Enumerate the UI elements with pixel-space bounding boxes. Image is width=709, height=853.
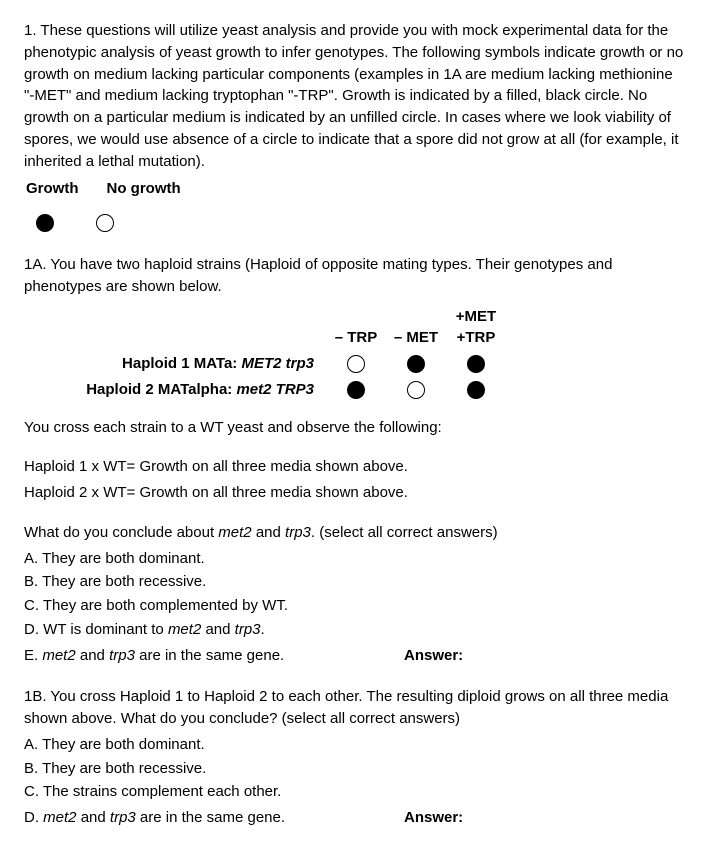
h1-label-ital: MET2 trp3 <box>241 355 314 372</box>
legend-growth-label: Growth <box>26 178 79 200</box>
empty-circle-icon <box>347 355 365 373</box>
growth-legend: Growth No growth <box>26 178 685 200</box>
choice-b: B. They are both recessive. <box>24 571 685 593</box>
phenotype-table: +MET – TRP – MET +TRP Haploid 1 MATa: ME… <box>24 306 685 401</box>
d-i2: trp3 <box>110 809 136 826</box>
cross-text: You cross each strain to a WT yeast and … <box>24 417 685 439</box>
col-trp: – TRP <box>326 327 386 349</box>
d-i2: trp3 <box>235 621 261 638</box>
conclude-post: . (select all correct answers) <box>311 524 498 541</box>
col-mettrp: +TRP <box>446 327 506 349</box>
legend-nogrowth-label: No growth <box>107 178 181 200</box>
filled-circle-icon <box>347 381 365 399</box>
empty-circle-icon <box>407 381 425 399</box>
empty-circle-icon <box>96 214 114 232</box>
conclude-i2: trp3 <box>285 524 311 541</box>
conclude-i1: met2 <box>218 524 251 541</box>
e-mid: and <box>76 647 109 664</box>
d-post: . <box>261 621 265 638</box>
h1-label-plain: Haploid 1 MATa: <box>122 355 241 372</box>
d-pre: D. WT is dominant to <box>24 621 168 638</box>
choice-e: E. met2 and trp3 are in the same gene. <box>24 645 404 667</box>
answer-label-1a: Answer: <box>404 645 463 667</box>
h2wt-text: Haploid 2 x WT= Growth on all three medi… <box>24 482 685 504</box>
haploid1-row: Haploid 1 MATa: MET2 trp3 <box>24 353 685 375</box>
d-i1: met2 <box>168 621 201 638</box>
choice-b: B. They are both recessive. <box>24 758 685 780</box>
d-post: are in the same gene. <box>136 809 285 826</box>
intro-text: 1. These questions will utilize yeast an… <box>24 20 685 172</box>
e-i1: met2 <box>42 647 75 664</box>
conclude-pre: What do you conclude about <box>24 524 218 541</box>
col-met-top: +MET <box>446 306 506 328</box>
h2-label-plain: Haploid 2 MATalpha: <box>86 381 236 398</box>
filled-circle-icon <box>467 355 485 373</box>
choice-c: C. They are both complemented by WT. <box>24 595 685 617</box>
q1b-prompt: 1B. You cross Haploid 1 to Haploid 2 to … <box>24 686 685 730</box>
q1a-choices: A. They are both dominant. B. They are b… <box>24 548 685 669</box>
d-i1: met2 <box>43 809 76 826</box>
legend-circles <box>36 214 685 232</box>
q1a-prompt: 1A. You have two haploid strains (Haploi… <box>24 254 685 298</box>
e-post: are in the same gene. <box>135 647 284 664</box>
h1wt-text: Haploid 1 x WT= Growth on all three medi… <box>24 456 685 478</box>
h2-label-ital: met2 TRP3 <box>236 381 314 398</box>
conclude-mid: and <box>252 524 285 541</box>
col-met: – MET <box>386 327 446 349</box>
d-mid: and <box>77 809 110 826</box>
filled-circle-icon <box>36 214 54 232</box>
choice-a: A. They are both dominant. <box>24 548 685 570</box>
choice-c: C. The strains complement each other. <box>24 781 685 803</box>
e-i2: trp3 <box>109 647 135 664</box>
filled-circle-icon <box>407 355 425 373</box>
choice-a: A. They are both dominant. <box>24 734 685 756</box>
d-pre: D. <box>24 809 43 826</box>
q1b-choices: A. They are both dominant. B. They are b… <box>24 734 685 831</box>
filled-circle-icon <box>467 381 485 399</box>
answer-label-1b: Answer: <box>404 807 463 829</box>
e-pre: E. <box>24 647 42 664</box>
d-mid: and <box>201 621 234 638</box>
q1a-conclude: What do you conclude about met2 and trp3… <box>24 522 685 544</box>
choice-d: D. WT is dominant to met2 and trp3. <box>24 619 685 641</box>
haploid2-row: Haploid 2 MATalpha: met2 TRP3 <box>24 379 685 401</box>
choice-d: D. met2 and trp3 are in the same gene. <box>24 807 404 829</box>
